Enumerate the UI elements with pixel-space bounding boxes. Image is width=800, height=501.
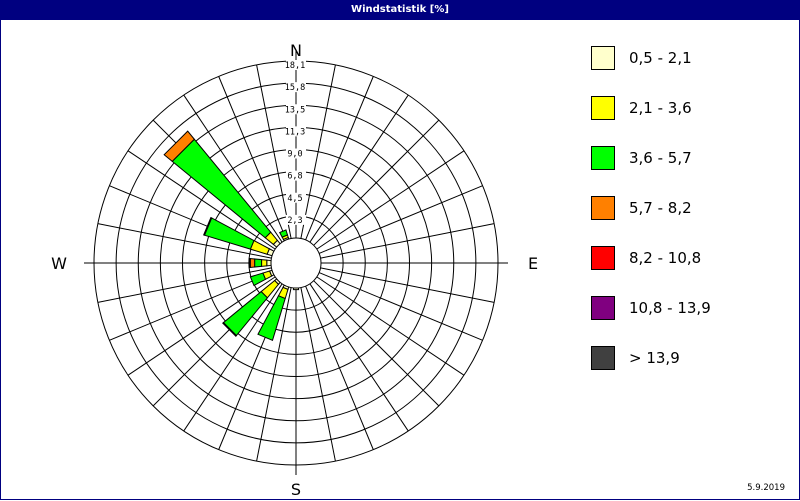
- grid-spoke: [183, 283, 283, 432]
- sector-bar: [279, 229, 289, 238]
- tick-label: 13,5: [285, 105, 305, 115]
- window-title: Windstatistik [%]: [1, 1, 799, 20]
- grid-spoke: [97, 267, 272, 303]
- tick-label: 6,8: [287, 172, 302, 182]
- legend-label: 0,5 - 2,1: [629, 49, 692, 67]
- grid-spoke: [316, 150, 465, 250]
- tick-label-bg: [286, 60, 306, 70]
- tick-label-bg: [286, 192, 306, 203]
- grid-spoke: [320, 223, 495, 259]
- calm-center: [270, 237, 322, 289]
- sector-bar: [257, 295, 286, 341]
- wind-rose-chart: 2,3 4,5 6,8 9,0 11,3 13,5 15,8 18,1 N E S W: [51, 41, 538, 499]
- grid-spoke: [309, 94, 409, 243]
- legend-item: 2,1 - 3,6: [591, 96, 791, 122]
- legend-item: 8,2 - 10,8: [591, 246, 791, 272]
- calm-circle: [270, 237, 322, 289]
- legend-item: > 13,9: [591, 346, 791, 372]
- sector-bar: [266, 259, 272, 267]
- tick-label-bg: [286, 214, 306, 225]
- legend-item: 5,7 - 8,2: [591, 196, 791, 222]
- legend-item: 3,6 - 5,7: [591, 146, 791, 172]
- legend-swatch: [591, 96, 615, 120]
- tick-label: 11,3: [285, 127, 305, 137]
- legend-label: 10,8 - 13,9: [629, 299, 711, 317]
- sector-bar: [222, 321, 238, 337]
- legend-item: 0,5 - 2,1: [591, 46, 791, 72]
- legend-swatch: [591, 296, 615, 320]
- legend-swatch: [591, 46, 615, 70]
- compass-label-n: N: [290, 41, 302, 60]
- compass-label-e: E: [528, 254, 538, 273]
- legend-label: 8,2 - 10,8: [629, 249, 702, 267]
- sector-bar: [261, 259, 268, 267]
- grid-spoke: [127, 150, 276, 250]
- tick-label-bg: [286, 104, 306, 115]
- grid-spoke: [305, 76, 374, 241]
- grid-spoke: [305, 285, 374, 450]
- compass-label-s: S: [291, 480, 301, 499]
- sector-bar: [163, 130, 196, 163]
- grid-spoke: [127, 276, 276, 376]
- grid-spoke: [300, 287, 336, 462]
- compass-labels: N E S W: [51, 41, 538, 499]
- tick-label: 4,5: [287, 194, 302, 204]
- compass-label-w: W: [51, 254, 67, 273]
- grid-spoke: [109, 272, 274, 341]
- sector-bar: [249, 272, 267, 287]
- tick-label-bg: [286, 126, 306, 137]
- grid-spoke: [183, 94, 283, 243]
- grid-spoke: [300, 64, 336, 239]
- legend-swatch: [591, 346, 615, 370]
- sector-bar: [202, 216, 213, 236]
- sector-bar: [254, 258, 263, 268]
- legend-label: > 13,9: [629, 349, 680, 367]
- grid-spoke: [318, 272, 483, 341]
- legend-swatch: [591, 196, 615, 220]
- legend-label: 2,1 - 3,6: [629, 99, 692, 117]
- sector-bar: [248, 257, 251, 269]
- legend-label: 5,7 - 8,2: [629, 199, 692, 217]
- grid-spoke: [313, 280, 440, 407]
- grid-spoke: [97, 223, 272, 259]
- legend-label: 3,6 - 5,7: [629, 149, 692, 167]
- legend-swatch: [591, 146, 615, 170]
- grid-spoke: [309, 283, 409, 432]
- grid-spoke: [256, 64, 292, 239]
- radial-tick-labels: 2,3 4,5 6,8 9,0 11,3 13,5 15,8 18,1: [285, 60, 306, 226]
- tick-label-bg: [286, 148, 306, 159]
- tick-label: 2,3: [287, 216, 302, 226]
- tick-label: 18,1: [285, 61, 305, 71]
- tick-label: 15,8: [285, 83, 305, 93]
- grid-spoke: [256, 287, 292, 462]
- date-stamp: 5.9.2019: [747, 483, 785, 493]
- grid-spoke: [313, 119, 440, 246]
- grid-spoke: [320, 267, 495, 303]
- legend-swatch: [591, 246, 615, 270]
- tick-label-bg: [286, 170, 306, 181]
- tick-label-bg: [286, 82, 306, 93]
- grid-spoke: [218, 76, 287, 241]
- grid-spoke: [318, 185, 483, 254]
- tick-label: 9,0: [287, 150, 302, 160]
- grid-spoke: [316, 276, 465, 376]
- sector-bar: [249, 257, 256, 269]
- legend-item: 10,8 - 13,9: [591, 296, 791, 322]
